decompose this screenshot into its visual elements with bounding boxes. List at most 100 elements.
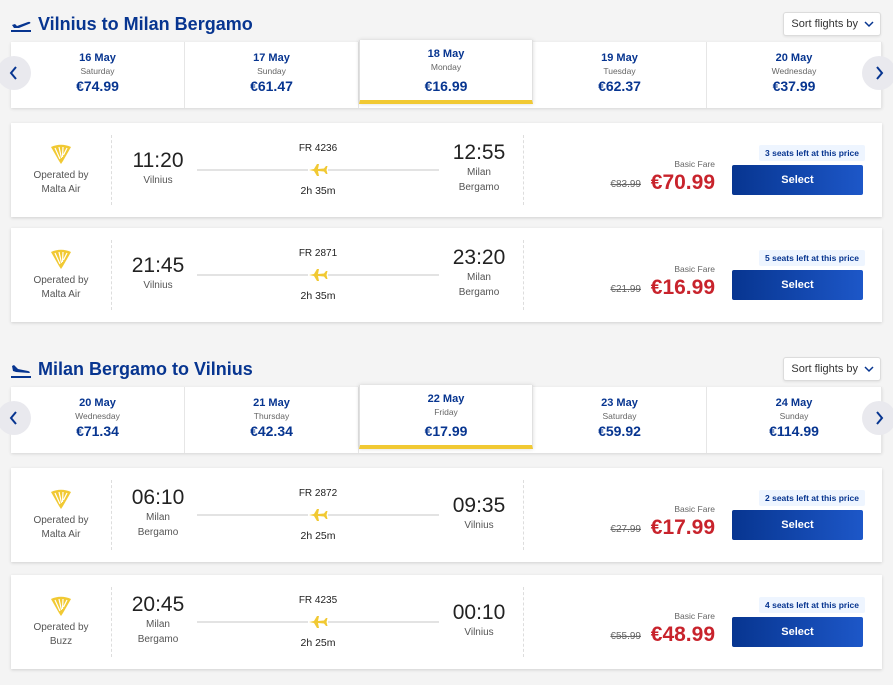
- date-weekday: Saturday: [80, 66, 115, 76]
- arrival-place-2: Bergamo: [458, 182, 500, 193]
- price: €17.99: [650, 516, 715, 539]
- operator: Operated by Malta Air: [11, 468, 111, 562]
- date-weekday: Saturday: [602, 411, 637, 421]
- arrival: 23:20 Milan Bergamo: [441, 228, 517, 322]
- date-weekday: Monday: [430, 62, 462, 72]
- date-price: €62.37: [598, 78, 641, 94]
- next-dates-button[interactable]: [862, 56, 893, 90]
- departure-place: Milan: [146, 619, 170, 630]
- departure-place-2: Bergamo: [137, 634, 179, 645]
- previous-dates-button[interactable]: [0, 401, 31, 435]
- select-button[interactable]: Select: [732, 270, 863, 300]
- divider: [523, 587, 524, 657]
- plane-icon: [308, 508, 328, 522]
- select-button[interactable]: Select: [732, 617, 863, 647]
- date-day: 18 May: [427, 48, 465, 60]
- date-option[interactable]: 20 May Wednesday €71.34: [11, 387, 185, 453]
- select-button[interactable]: Select: [732, 510, 863, 540]
- operator-label: Operated by: [33, 515, 89, 526]
- operator: Operated by Buzz: [11, 575, 111, 669]
- harp-logo-icon: [51, 249, 71, 269]
- arrival-place: Milan: [467, 167, 491, 178]
- date-option[interactable]: 23 May Saturday €59.92: [533, 387, 707, 453]
- price: €16.99: [650, 276, 715, 299]
- date-option[interactable]: 17 May Sunday €61.47: [185, 42, 359, 108]
- fare-label: Basic Fare: [674, 159, 715, 169]
- previous-dates-button[interactable]: [0, 56, 31, 90]
- departure: 20:45 Milan Bergamo: [121, 575, 195, 669]
- flight-path: FR 2872 2h 25m: [197, 468, 439, 562]
- sort-flights-button[interactable]: Sort flights by: [783, 357, 881, 381]
- fare-label: Basic Fare: [674, 264, 715, 274]
- sort-flights-button[interactable]: Sort flights by: [783, 12, 881, 36]
- operator-name: Malta Air: [41, 184, 81, 195]
- date-day: 17 May: [253, 52, 290, 64]
- date-price: €16.99: [424, 78, 468, 94]
- operator-name: Buzz: [49, 636, 73, 647]
- arrival-place: Milan: [467, 272, 491, 283]
- sort-label: Sort flights by: [791, 363, 858, 375]
- chevron-right-icon: [876, 411, 884, 425]
- flight-card: Operated by Malta Air 21:45 Vilnius FR 2…: [11, 228, 882, 322]
- select-button[interactable]: Select: [732, 165, 863, 195]
- fare: Basic Fare €21.99 €16.99: [571, 228, 715, 322]
- departure-time: 06:10: [131, 486, 185, 509]
- departure-place: Vilnius: [143, 280, 173, 291]
- date-option[interactable]: 19 May Tuesday €62.37: [533, 42, 707, 108]
- arrival: 12:55 Milan Bergamo: [441, 123, 517, 217]
- divider: [111, 480, 112, 550]
- sort-label: Sort flights by: [791, 18, 858, 30]
- departure: 11:20 Vilnius: [121, 123, 195, 217]
- flight-path: FR 4236 2h 35m: [197, 123, 439, 217]
- date-day: 24 May: [775, 397, 813, 409]
- harp-logo-icon: [51, 596, 71, 616]
- date-option[interactable]: 20 May Wednesday €37.99: [707, 42, 882, 108]
- flight-card: Operated by Buzz 20:45 Milan Bergamo FR …: [11, 575, 882, 669]
- departure-time: 20:45: [131, 593, 185, 616]
- date-weekday: Friday: [434, 407, 458, 417]
- date-price: €114.99: [769, 423, 819, 439]
- date-option[interactable]: 24 May Sunday €114.99: [707, 387, 882, 453]
- date-option-selected[interactable]: 22 May Friday €17.99: [359, 385, 533, 449]
- fare-label: Basic Fare: [674, 504, 715, 514]
- arrival-time: 09:35: [452, 494, 506, 517]
- departure-place: Vilnius: [143, 175, 173, 186]
- fare: Basic Fare €83.99 €70.99: [571, 123, 715, 217]
- chevron-left-icon: [9, 66, 17, 80]
- date-option-selected[interactable]: 18 May Monday €16.99: [359, 40, 533, 104]
- date-day: 16 May: [79, 52, 116, 64]
- plane-icon: [308, 163, 328, 177]
- date-option[interactable]: 16 May Saturday €74.99: [11, 42, 185, 108]
- date-weekday: Sunday: [779, 411, 809, 421]
- flight-number: FR 2871: [298, 248, 338, 259]
- divider: [523, 480, 524, 550]
- date-weekday: Thursday: [253, 411, 290, 421]
- departure: 06:10 Milan Bergamo: [121, 468, 195, 562]
- flight-path: FR 4235 2h 25m: [197, 575, 439, 669]
- date-weekday: Wednesday: [75, 411, 120, 421]
- flight-duration: 2h 25m: [300, 637, 336, 649]
- chevron-left-icon: [9, 411, 17, 425]
- flight-number: FR 2872: [298, 488, 338, 499]
- flight-path: FR 2871 2h 35m: [197, 228, 439, 322]
- date-day: 19 May: [601, 52, 638, 64]
- old-price: €83.99: [610, 179, 641, 190]
- date-price: €17.99: [424, 423, 468, 439]
- price: €70.99: [650, 171, 715, 194]
- next-dates-button[interactable]: [862, 401, 893, 435]
- fare: Basic Fare €27.99 €17.99: [571, 468, 715, 562]
- divider: [523, 240, 524, 310]
- departure-place: Milan: [146, 512, 170, 523]
- seats-left-badge: 2 seats left at this price: [759, 490, 866, 506]
- arrival-time: 12:55: [452, 141, 506, 164]
- operator-label: Operated by: [33, 275, 89, 286]
- date-option[interactable]: 21 May Thursday €42.34: [185, 387, 359, 453]
- date-price: €59.92: [598, 423, 641, 439]
- date-price: €61.47: [250, 78, 293, 94]
- date-day: 23 May: [601, 397, 638, 409]
- plane-icon: [308, 268, 328, 282]
- inbound-header: Milan Bergamo to Vilnius Sort flights by: [0, 357, 893, 391]
- divider: [111, 240, 112, 310]
- flight-duration: 2h 35m: [300, 185, 336, 197]
- flight-duration: 2h 25m: [300, 530, 336, 542]
